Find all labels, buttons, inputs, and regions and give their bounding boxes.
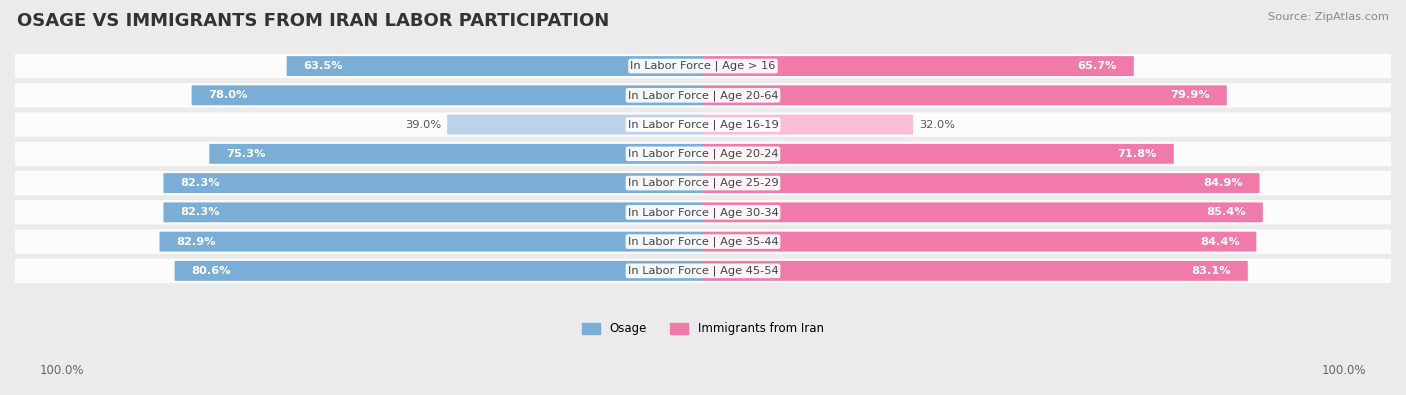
FancyBboxPatch shape: [209, 144, 703, 164]
Text: In Labor Force | Age 45-54: In Labor Force | Age 45-54: [627, 265, 779, 276]
FancyBboxPatch shape: [703, 85, 1227, 105]
FancyBboxPatch shape: [703, 115, 912, 135]
Text: 82.3%: 82.3%: [180, 178, 219, 188]
Text: In Labor Force | Age 35-44: In Labor Force | Age 35-44: [627, 236, 779, 247]
FancyBboxPatch shape: [14, 229, 1392, 254]
Text: OSAGE VS IMMIGRANTS FROM IRAN LABOR PARTICIPATION: OSAGE VS IMMIGRANTS FROM IRAN LABOR PART…: [17, 12, 609, 30]
FancyBboxPatch shape: [159, 231, 703, 252]
FancyBboxPatch shape: [191, 85, 703, 105]
FancyBboxPatch shape: [14, 142, 1392, 166]
Text: 79.9%: 79.9%: [1171, 90, 1211, 100]
Text: 82.3%: 82.3%: [180, 207, 219, 217]
FancyBboxPatch shape: [287, 56, 703, 76]
FancyBboxPatch shape: [447, 115, 703, 135]
FancyBboxPatch shape: [163, 173, 703, 193]
Text: In Labor Force | Age > 16: In Labor Force | Age > 16: [630, 61, 776, 71]
Text: 84.4%: 84.4%: [1199, 237, 1240, 246]
Text: 83.1%: 83.1%: [1191, 266, 1232, 276]
Text: In Labor Force | Age 20-24: In Labor Force | Age 20-24: [627, 149, 779, 159]
FancyBboxPatch shape: [14, 259, 1392, 283]
Text: Source: ZipAtlas.com: Source: ZipAtlas.com: [1268, 12, 1389, 22]
FancyBboxPatch shape: [703, 56, 1133, 76]
Text: 100.0%: 100.0%: [39, 364, 84, 377]
FancyBboxPatch shape: [174, 261, 703, 281]
Text: In Labor Force | Age 20-64: In Labor Force | Age 20-64: [627, 90, 779, 101]
Text: 71.8%: 71.8%: [1118, 149, 1157, 159]
FancyBboxPatch shape: [703, 231, 1257, 252]
Text: 75.3%: 75.3%: [226, 149, 266, 159]
Text: 84.9%: 84.9%: [1204, 178, 1243, 188]
Text: 65.7%: 65.7%: [1077, 61, 1118, 71]
FancyBboxPatch shape: [703, 144, 1174, 164]
Text: In Labor Force | Age 25-29: In Labor Force | Age 25-29: [627, 178, 779, 188]
FancyBboxPatch shape: [14, 113, 1392, 137]
FancyBboxPatch shape: [14, 200, 1392, 224]
FancyBboxPatch shape: [14, 54, 1392, 78]
FancyBboxPatch shape: [14, 83, 1392, 107]
Text: 32.0%: 32.0%: [920, 120, 955, 130]
Text: 63.5%: 63.5%: [304, 61, 343, 71]
FancyBboxPatch shape: [163, 202, 703, 222]
Text: 100.0%: 100.0%: [1322, 364, 1367, 377]
Legend: Osage, Immigrants from Iran: Osage, Immigrants from Iran: [578, 318, 828, 340]
Text: 85.4%: 85.4%: [1206, 207, 1246, 217]
Text: 80.6%: 80.6%: [191, 266, 231, 276]
Text: In Labor Force | Age 30-34: In Labor Force | Age 30-34: [627, 207, 779, 218]
Text: 39.0%: 39.0%: [405, 120, 441, 130]
FancyBboxPatch shape: [703, 261, 1247, 281]
Text: 82.9%: 82.9%: [176, 237, 215, 246]
FancyBboxPatch shape: [14, 171, 1392, 195]
Text: In Labor Force | Age 16-19: In Labor Force | Age 16-19: [627, 119, 779, 130]
Text: 78.0%: 78.0%: [208, 90, 247, 100]
FancyBboxPatch shape: [703, 202, 1263, 222]
FancyBboxPatch shape: [703, 173, 1260, 193]
